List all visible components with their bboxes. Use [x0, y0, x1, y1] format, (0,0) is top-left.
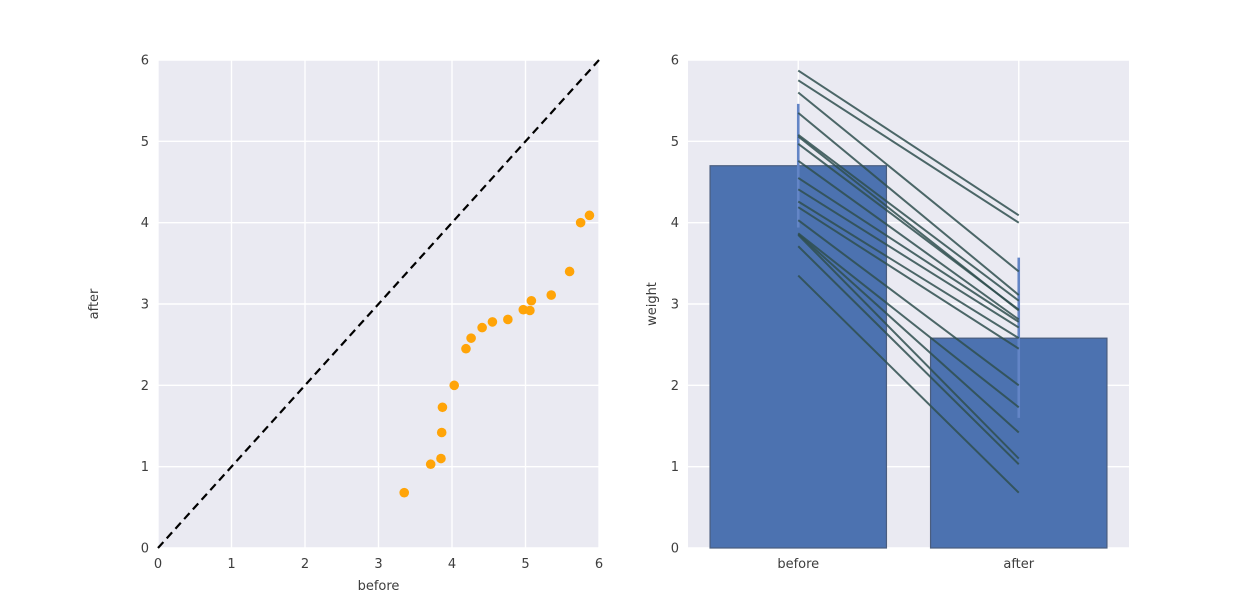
paired-line: [797, 233, 1020, 434]
paired-line: [797, 188, 1020, 329]
x-tick-label: before: [777, 557, 819, 572]
x-tick-label: after: [1003, 557, 1034, 572]
x-tick-label: 0: [154, 557, 162, 572]
paired-line: [797, 206, 1020, 350]
scatter-point: [461, 343, 471, 354]
paired-line: [797, 112, 1020, 296]
x-tick-label: 1: [227, 557, 235, 572]
y-tick-label: 6: [141, 54, 149, 69]
paired-line: [797, 134, 1020, 302]
y-tick-label: 0: [141, 542, 149, 557]
y-tick-label: 4: [141, 216, 149, 231]
y-tick-label: 2: [671, 379, 679, 394]
paired-line: [797, 245, 1020, 465]
y-axis-label: weight: [645, 282, 660, 326]
y-tick-label: 1: [671, 460, 679, 475]
identity-dashed-line: [157, 59, 600, 549]
scatter-point: [477, 322, 487, 333]
scatter-point: [437, 402, 448, 413]
scatter-point: [564, 266, 575, 277]
y-tick-label: 1: [141, 460, 149, 475]
paired-lines: [797, 69, 1020, 494]
paired-line: [797, 160, 1020, 321]
y-tick-label: 5: [141, 135, 149, 150]
x-tick-label: 3: [374, 557, 382, 572]
bar-chart: 0 1 2 3 4 5 6 before after weight: [645, 54, 1129, 572]
paired-line: [797, 232, 1020, 409]
x-axis-label: before: [358, 579, 400, 594]
scatter-point: [436, 427, 447, 438]
paired-line: [797, 79, 1020, 224]
scatter-point: [436, 453, 446, 464]
scatter-point: [425, 459, 436, 470]
y-tick-label: 6: [671, 54, 679, 69]
scatter-point: [584, 210, 595, 221]
y-axis-label: after: [87, 288, 102, 319]
scatter-point: [466, 333, 476, 343]
y-tick-label: 3: [671, 298, 679, 313]
scatter-point: [525, 305, 535, 316]
scatter-chart: 0 1 2 3 4 5 6 0 1 2 3 4 5 6 before after: [87, 54, 603, 595]
x-tick-label: 6: [595, 557, 603, 572]
x-tick-label: 2: [301, 557, 309, 572]
y-tick-label: 0: [671, 542, 679, 557]
scatter-points: [399, 210, 595, 498]
paired-line: [797, 234, 1020, 460]
y-tick-label: 4: [671, 216, 679, 231]
bar-before: [709, 165, 888, 549]
paired-line: [797, 219, 1020, 387]
scatter-point: [487, 317, 498, 327]
scatter-point: [546, 290, 557, 300]
scatter-point: [399, 487, 410, 498]
x-tick-label: 5: [521, 557, 529, 572]
paired-line: [797, 274, 1020, 494]
paired-line: [797, 177, 1020, 323]
y-tick-label: 5: [671, 135, 679, 150]
x-tick-label: 4: [448, 557, 456, 572]
scatter-point: [449, 380, 460, 391]
paired-line: [797, 135, 1020, 312]
scatter-point: [575, 217, 586, 228]
paired-line: [797, 69, 1020, 217]
scatter-point: [526, 295, 537, 306]
paired-line: [797, 91, 1020, 273]
scatter-point: [503, 314, 513, 325]
y-tick-label: 2: [141, 379, 149, 394]
y-tick-label: 3: [141, 298, 149, 313]
paired-line: [797, 200, 1020, 340]
